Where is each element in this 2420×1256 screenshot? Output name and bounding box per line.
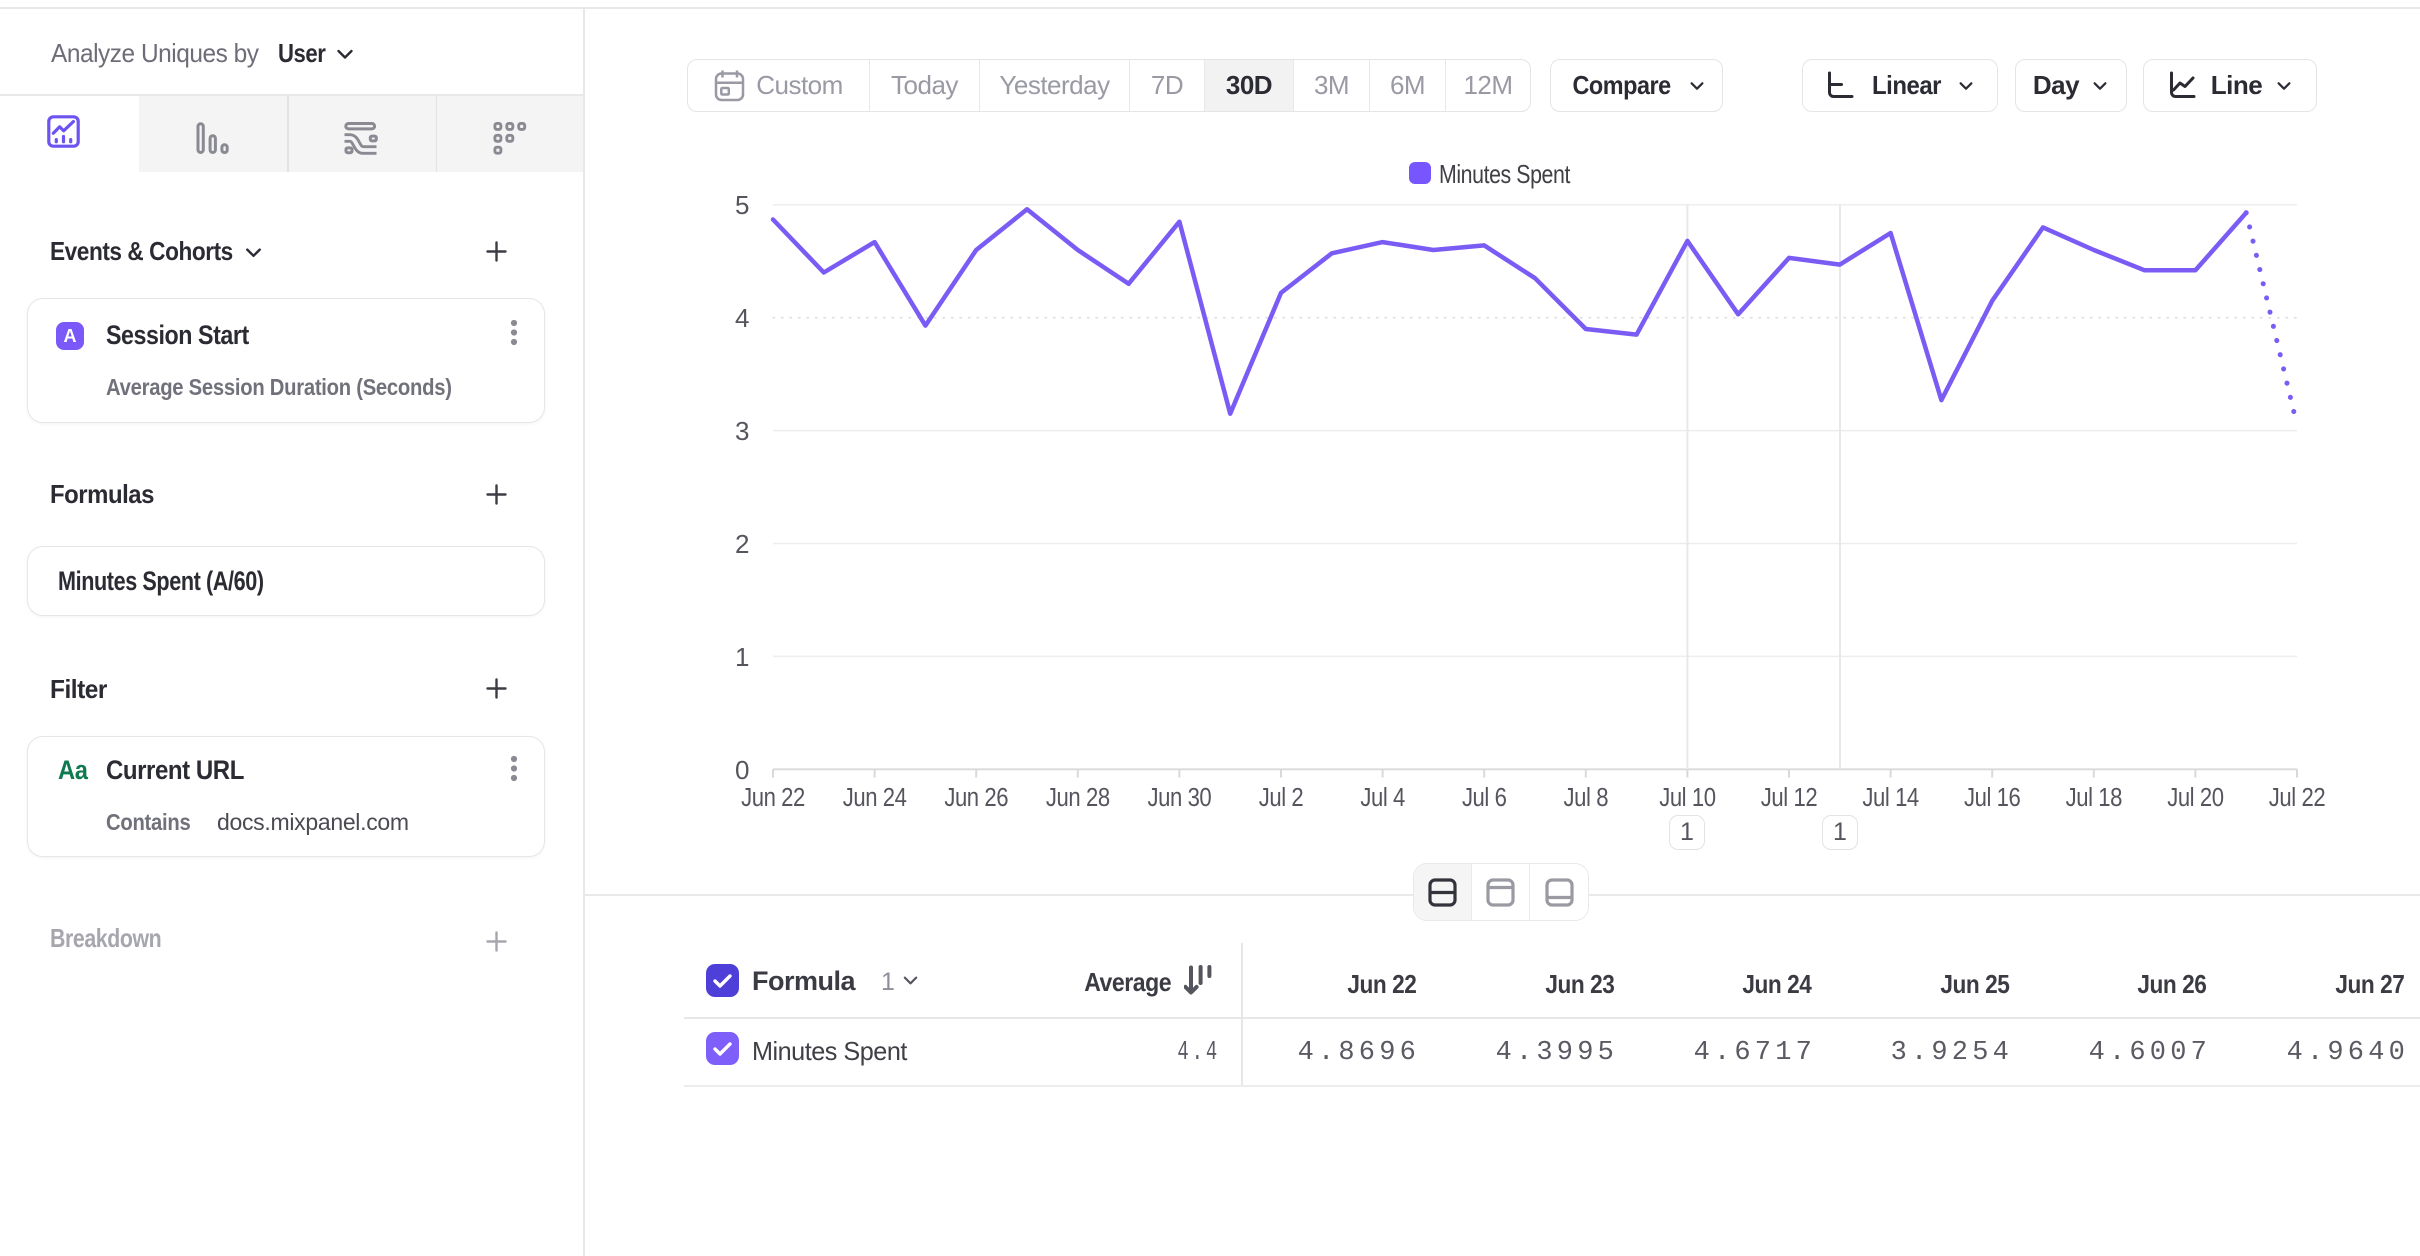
svg-text:Jun 26: Jun 26	[944, 783, 1008, 812]
svg-text:Jun 24: Jun 24	[843, 783, 907, 812]
svg-text:4: 4	[735, 303, 749, 333]
svg-text:Jul 22: Jul 22	[2269, 783, 2325, 812]
svg-text:5: 5	[735, 190, 749, 220]
svg-text:Jun 30: Jun 30	[1148, 783, 1212, 812]
svg-text:Jun 28: Jun 28	[1046, 783, 1110, 812]
svg-text:Jul 16: Jul 16	[1964, 783, 2020, 812]
svg-text:2: 2	[735, 529, 749, 559]
svg-text:1: 1	[735, 642, 749, 672]
svg-text:Jul 4: Jul 4	[1360, 783, 1405, 812]
svg-text:Jul 20: Jul 20	[2167, 783, 2223, 812]
svg-text:0: 0	[735, 755, 749, 785]
svg-text:Jul 14: Jul 14	[1862, 783, 1918, 812]
svg-text:Jul 10: Jul 10	[1659, 783, 1715, 812]
svg-text:Jul 6: Jul 6	[1462, 783, 1507, 812]
svg-text:Jul 2: Jul 2	[1259, 783, 1304, 812]
svg-text:Jul 8: Jul 8	[1564, 783, 1609, 812]
svg-text:3: 3	[735, 416, 749, 446]
svg-text:Jul 12: Jul 12	[1761, 783, 1817, 812]
svg-text:Jun 22: Jun 22	[741, 783, 805, 812]
svg-text:Jul 18: Jul 18	[2066, 783, 2122, 812]
